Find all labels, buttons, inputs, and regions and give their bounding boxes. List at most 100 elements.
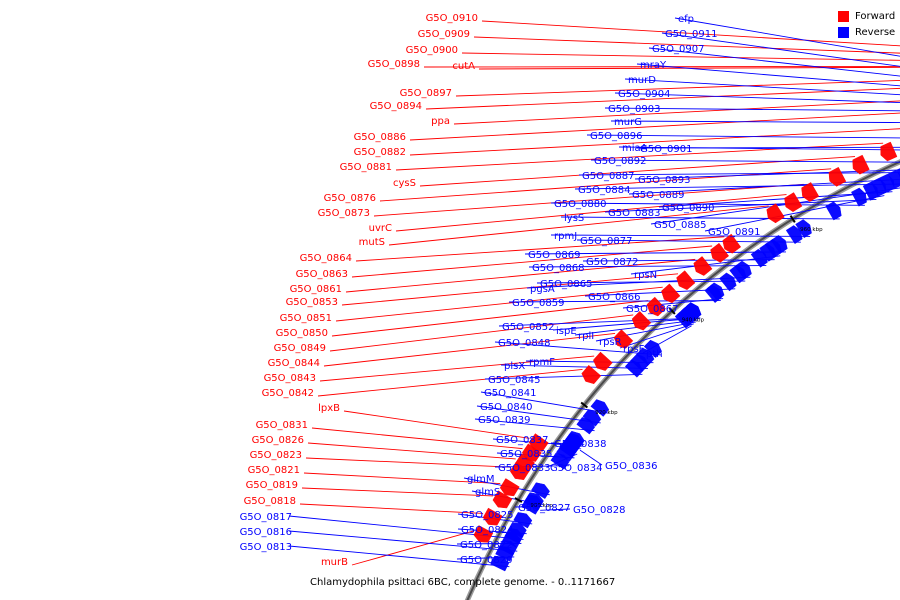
reverse-feature-49 bbox=[550, 452, 570, 470]
forward-leader-line-6 bbox=[425, 87, 900, 110]
forward-swatch bbox=[838, 10, 849, 22]
legend-forward: Forward bbox=[838, 8, 895, 24]
reverse-feature-19 bbox=[825, 201, 842, 221]
reverse-gene-label-45: G5O_0839 bbox=[478, 415, 530, 426]
reverse-leader-line-43 bbox=[480, 391, 609, 414]
backbone-layer bbox=[464, 159, 900, 600]
forward-gene-label-24: G5O_0843 bbox=[264, 373, 316, 384]
reverse-gene-label-8: G5O_0896 bbox=[590, 131, 642, 142]
tick-mark-5 bbox=[514, 497, 523, 503]
forward-feature-30 bbox=[499, 478, 520, 497]
reverse-feature-22 bbox=[795, 219, 812, 239]
reverse-gene-label-35: rplI bbox=[578, 331, 594, 342]
reverse-gene-label-44: G5O_0840 bbox=[480, 402, 532, 413]
forward-leader-line-18 bbox=[345, 258, 696, 293]
reverse-gene-label-49: G5O_0833 bbox=[498, 463, 550, 474]
tick-label-5: 900 kbp bbox=[530, 503, 553, 509]
reverse-feature-43 bbox=[590, 399, 610, 417]
reverse-leader-line-24 bbox=[524, 251, 787, 255]
reverse-gene-label-36: rpsR bbox=[599, 337, 622, 348]
reverse-gene-label-25: G5O_0872 bbox=[586, 257, 638, 268]
reverse-gene-label-22: rpmJ bbox=[554, 231, 577, 242]
forward-feature-20 bbox=[661, 283, 681, 304]
reverse-gene-label-7: murG bbox=[614, 117, 642, 128]
reverse-gene-label-14: G5O_0884 bbox=[578, 185, 630, 196]
reverse-gene-label-10: G5O_0901 bbox=[640, 144, 692, 155]
tick-mark-2 bbox=[789, 215, 796, 223]
forward-feature-13 bbox=[801, 182, 820, 202]
forward-gene-label-11: cysS bbox=[393, 178, 416, 189]
forward-gene-label-31: G5O_0819 bbox=[246, 480, 298, 491]
reverse-leader-line-12 bbox=[578, 172, 900, 176]
reverse-leader-line-22 bbox=[550, 234, 811, 237]
forward-leader-line-1 bbox=[473, 36, 900, 54]
forward-feature-14 bbox=[784, 192, 803, 213]
reverse-gene-label-51: G5O_0836 bbox=[605, 461, 657, 472]
reverse-gene-label-19: lysS bbox=[564, 213, 584, 224]
forward-feature-19 bbox=[676, 270, 696, 291]
tick-label-2: 960 kbp bbox=[800, 227, 823, 233]
forward-feature-11 bbox=[852, 154, 870, 175]
forward-gene-label-21: G5O_0850 bbox=[276, 328, 328, 339]
reverse-feature-60 bbox=[504, 527, 524, 545]
forward-feature-17 bbox=[710, 242, 730, 263]
forward-gene-label-18: G5O_0861 bbox=[290, 284, 342, 295]
forward-leader-line-13 bbox=[373, 183, 804, 217]
forward-gene-label-15: mutS bbox=[359, 237, 385, 248]
label-layer: G5O_0910 G5O_0909 G5O_0900 G5O_0898 cutA G5O_… bbox=[240, 13, 761, 568]
forward-gene-label-9: G5O_0882 bbox=[354, 147, 406, 158]
reverse-feature-30 bbox=[719, 272, 737, 292]
forward-gene-label-4: cutA bbox=[452, 61, 475, 72]
forward-gene-label-10: G5O_0881 bbox=[340, 162, 392, 173]
forward-leader-line-21 bbox=[331, 300, 649, 337]
reverse-gene-label-58: G5O_0822 bbox=[460, 540, 512, 551]
reverse-feature-23 bbox=[785, 225, 803, 245]
forward-leader-line-8 bbox=[409, 112, 900, 141]
reverse-leader-line-31 bbox=[508, 300, 721, 303]
reverse-gene-label-27: rpsN bbox=[634, 270, 657, 281]
reverse-gene-label-21: G5O_0891 bbox=[708, 227, 760, 238]
reverse-gene-label-20: G5O_0885 bbox=[654, 220, 706, 231]
reverse-gene-label-40: plsX bbox=[504, 361, 525, 372]
forward-gene-label-30: G5O_0821 bbox=[248, 465, 300, 476]
forward-leader-line-27 bbox=[311, 427, 523, 450]
forward-feature-27 bbox=[521, 443, 542, 462]
backbone-arc bbox=[466, 160, 900, 600]
reverse-leader-line-21 bbox=[704, 195, 885, 232]
reverse-gene-label-12: G5O_0887 bbox=[582, 171, 634, 182]
forward-gene-label-22: G5O_0849 bbox=[274, 343, 326, 354]
forward-leader-line-30 bbox=[303, 472, 501, 485]
reverse-feature-32 bbox=[706, 282, 725, 302]
legend-forward-label: Forward bbox=[855, 10, 896, 22]
forward-gene-label-13: G5O_0873 bbox=[318, 208, 370, 219]
reverse-gene-label-11: G5O_0892 bbox=[594, 156, 646, 167]
feature-layer bbox=[473, 141, 900, 572]
reverse-leader-line-45 bbox=[474, 418, 595, 432]
forward-leader-line-25 bbox=[317, 368, 583, 397]
reverse-feature-29 bbox=[729, 264, 747, 284]
reverse-gene-label-37: rpsF bbox=[623, 344, 645, 355]
reverse-leader-line-11 bbox=[590, 159, 900, 163]
tick-label-3: 940 kbp bbox=[682, 317, 705, 323]
reverse-feature-56 bbox=[513, 512, 533, 529]
forward-gene-label-8: G5O_0886 bbox=[354, 132, 406, 143]
forward-gene-label-28: G5O_0826 bbox=[252, 435, 304, 446]
reverse-gene-label-17: G5O_0890 bbox=[662, 203, 714, 214]
reverse-gene-label-33: G5O_0852 bbox=[502, 322, 554, 333]
reverse-gene-label-57: G5O_0824 bbox=[461, 525, 513, 536]
reverse-leader-line-10 bbox=[636, 146, 900, 149]
reverse-gene-label-55: G5O_0828 bbox=[573, 505, 625, 516]
reverse-feature-45 bbox=[576, 417, 596, 435]
forward-gene-label-12: G5O_0876 bbox=[324, 193, 376, 204]
reverse-gene-label-1: G5O_0911 bbox=[665, 29, 717, 40]
reverse-gene-label-54: G5O_0827 bbox=[518, 503, 570, 514]
reverse-feature-41 bbox=[636, 347, 655, 366]
forward-leader-line-26 bbox=[343, 410, 530, 439]
forward-leader-line-29 bbox=[305, 457, 511, 468]
forward-leader-line-24 bbox=[319, 355, 595, 382]
reverse-leader-line-36 bbox=[595, 321, 696, 342]
reverse-leader-line-18 bbox=[604, 199, 877, 213]
map-caption: Chlamydophila psittaci 6BC, complete gen… bbox=[310, 577, 616, 588]
